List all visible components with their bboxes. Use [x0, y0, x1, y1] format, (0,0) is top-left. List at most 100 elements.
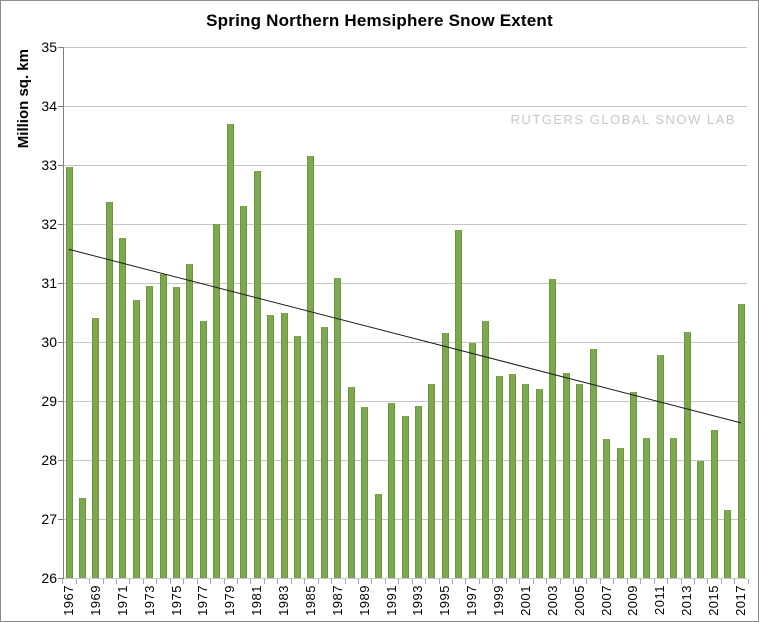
- x-tick-label: 2005: [571, 585, 587, 616]
- x-tick-mark: [156, 579, 158, 584]
- y-tick-label: 34: [41, 98, 57, 114]
- y-tick-label: 32: [41, 216, 57, 232]
- gridline: [63, 578, 747, 579]
- x-tick-mark: [586, 579, 588, 584]
- bar-1992: [401, 415, 409, 578]
- bar-1989: [361, 407, 369, 578]
- gridline: [63, 47, 747, 48]
- x-tick-mark: [102, 579, 104, 584]
- bar-2000: [509, 373, 517, 578]
- bar-1985: [307, 156, 315, 578]
- x-tick-mark: [599, 579, 601, 584]
- x-tick-label: 1985: [302, 585, 318, 616]
- bar-1979: [226, 123, 234, 578]
- bar-1976: [186, 264, 194, 578]
- x-tick-label: 1977: [195, 585, 211, 616]
- bar-2015: [710, 429, 718, 578]
- bar-1971: [119, 238, 127, 578]
- bar-2011: [656, 354, 664, 578]
- x-tick-mark: [317, 579, 319, 584]
- x-tick-label: 1981: [249, 585, 265, 616]
- x-tick-mark: [465, 579, 467, 584]
- x-tick-label: 1995: [437, 585, 453, 616]
- x-tick-label: 1971: [114, 585, 130, 616]
- x-tick-mark: [626, 579, 628, 584]
- x-tick-label: 1989: [356, 585, 372, 616]
- bar-1968: [78, 498, 86, 578]
- x-tick-label: 2001: [517, 585, 533, 616]
- y-tick-mark: [58, 342, 63, 343]
- bar-1991: [388, 402, 396, 578]
- bar-2003: [549, 278, 557, 578]
- bar-2001: [522, 383, 530, 578]
- x-tick-label: 2017: [733, 585, 748, 616]
- bar-2016: [724, 510, 732, 578]
- x-tick-mark: [263, 579, 265, 584]
- x-tick-label: 2011: [652, 585, 668, 615]
- bar-2010: [643, 438, 651, 578]
- x-tick-mark: [411, 579, 413, 584]
- x-tick-mark: [75, 579, 77, 584]
- bar-1984: [293, 336, 301, 578]
- x-tick-label: 1997: [464, 585, 480, 616]
- bar-1987: [334, 278, 342, 578]
- x-tick-label: 1993: [410, 585, 426, 616]
- x-tick-mark: [223, 579, 225, 584]
- x-tick-mark: [250, 579, 252, 584]
- y-tick-label: 31: [41, 275, 57, 291]
- x-tick-label: 2003: [544, 585, 560, 616]
- x-tick-mark: [142, 579, 144, 584]
- y-tick-label: 28: [41, 452, 57, 468]
- y-tick-mark: [58, 283, 63, 284]
- y-tick-label: 35: [41, 39, 57, 55]
- x-tick-mark: [398, 579, 400, 584]
- y-tick-mark: [58, 165, 63, 166]
- x-tick-mark: [532, 579, 534, 584]
- bar-2005: [576, 383, 584, 578]
- x-tick-label: 1975: [168, 585, 184, 616]
- x-tick-mark: [707, 579, 709, 584]
- bar-1970: [105, 202, 113, 578]
- x-tick-label: 1999: [491, 585, 507, 616]
- x-tick-mark: [667, 579, 669, 584]
- bar-1994: [428, 384, 436, 578]
- y-tick-label: 30: [41, 334, 57, 350]
- bar-2002: [535, 389, 543, 578]
- bar-1972: [132, 299, 140, 578]
- x-tick-label: 2007: [598, 585, 614, 616]
- watermark-label: RUTGERS GLOBAL SNOW LAB: [510, 112, 736, 127]
- bar-2012: [670, 438, 678, 578]
- x-tick-mark: [169, 579, 171, 584]
- x-tick-label: 1979: [222, 585, 238, 616]
- x-tick-mark: [183, 579, 185, 584]
- bar-1978: [213, 224, 221, 578]
- y-tick-label: 29: [41, 393, 57, 409]
- chart-title: Spring Northern Hemsiphere Snow Extent: [206, 11, 553, 30]
- bar-2009: [629, 392, 637, 578]
- x-tick-mark: [129, 579, 131, 584]
- x-tick-label: 1991: [383, 585, 399, 616]
- bar-1973: [146, 285, 154, 578]
- bar-1983: [280, 312, 288, 578]
- x-tick-mark: [519, 579, 521, 584]
- bar-2004: [562, 373, 570, 578]
- bar-1993: [414, 405, 422, 578]
- bar-1977: [199, 321, 207, 578]
- x-tick-mark: [546, 579, 548, 584]
- y-tick-mark: [58, 460, 63, 461]
- y-tick-mark: [58, 224, 63, 225]
- x-tick-label: 1967: [61, 585, 76, 616]
- y-tick-mark: [58, 106, 63, 107]
- x-tick-mark: [573, 579, 574, 584]
- bar-1967: [65, 166, 73, 578]
- x-tick-mark: [89, 579, 91, 584]
- x-tick-label: 1983: [276, 585, 292, 616]
- x-tick-mark: [438, 579, 440, 584]
- x-tick-mark: [357, 579, 359, 584]
- x-tick-mark: [277, 579, 279, 584]
- x-tick-mark: [196, 579, 198, 584]
- bar-1999: [495, 375, 503, 578]
- bar-1969: [92, 318, 100, 578]
- x-tick-mark: [116, 579, 118, 584]
